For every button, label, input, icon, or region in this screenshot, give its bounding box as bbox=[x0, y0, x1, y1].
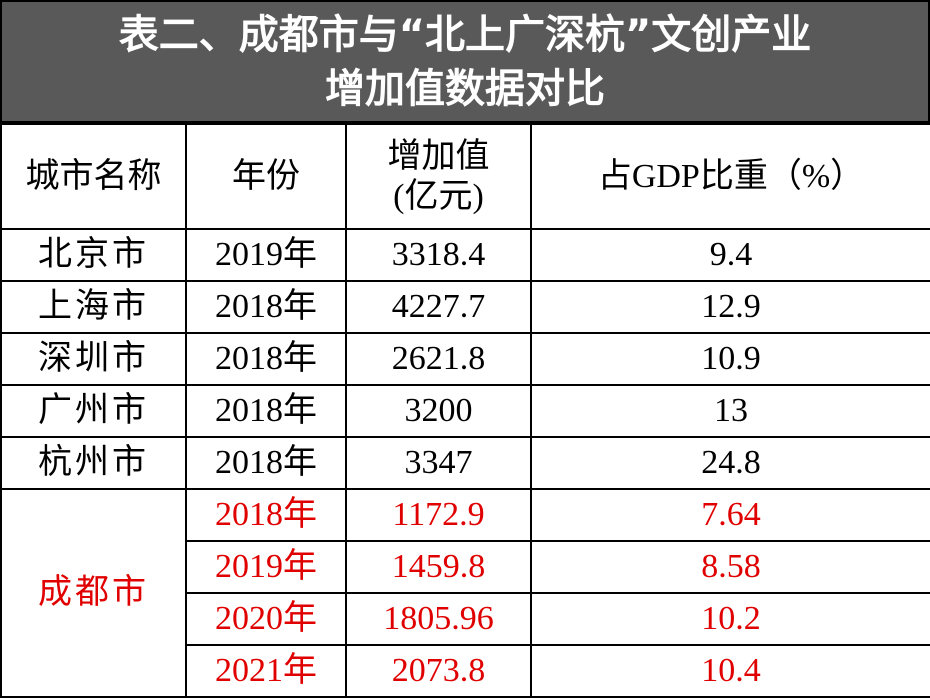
title-band: 表二、成都市与“北上广深杭”文创产业 增加值数据对比 bbox=[0, 0, 930, 123]
cell: 3318.4 bbox=[345, 228, 532, 282]
data-row: 广州市 2018年 3200 13 bbox=[0, 384, 930, 438]
column-header: 年份 bbox=[185, 123, 347, 230]
highlight-cell: 2018年 bbox=[185, 488, 347, 542]
cell: 杭州市 bbox=[0, 436, 187, 490]
cell: 2018年 bbox=[185, 436, 347, 490]
data-row: 深圳市 2018年 2621.8 10.9 bbox=[0, 332, 930, 386]
data-row: 上海市 2018年 4227.7 12.9 bbox=[0, 280, 930, 334]
cell: 2621.8 bbox=[345, 332, 532, 386]
header-text: 年份 bbox=[232, 157, 300, 195]
title-line: 表二、成都市与“北上广深杭”文创产业 bbox=[118, 11, 812, 58]
highlight-cell: 2073.8 bbox=[345, 644, 532, 698]
highlight-cell: 7.64 bbox=[530, 488, 930, 542]
header-text: 占GDP比重（%） bbox=[597, 157, 865, 195]
cell: 13 bbox=[530, 384, 930, 438]
highlight-cell: 2020年 bbox=[185, 592, 347, 646]
header-text: (亿元) bbox=[393, 177, 484, 215]
cell: 上海市 bbox=[0, 280, 187, 334]
highlight-cell: 10.2 bbox=[530, 592, 930, 646]
highlight-row: 2020年 1805.96 10.2 bbox=[1, 592, 930, 646]
column-header: 占GDP比重（%） bbox=[530, 123, 930, 230]
cell: 2018年 bbox=[185, 384, 347, 438]
cell: 12.9 bbox=[530, 280, 930, 334]
cell: 2018年 bbox=[185, 332, 347, 386]
highlight-row: 2021年 2073.8 10.4 bbox=[1, 644, 930, 698]
cell: 4227.7 bbox=[345, 280, 532, 334]
highlight-cell: 1172.9 bbox=[345, 488, 532, 542]
header-text: 城市名称 bbox=[25, 157, 162, 195]
cell: 2018年 bbox=[185, 280, 347, 334]
highlight-cell: 2019年 bbox=[185, 540, 347, 594]
highlight-cell: 8.58 bbox=[530, 540, 930, 594]
cell: 24.8 bbox=[530, 436, 930, 490]
cell: 深圳市 bbox=[0, 332, 187, 386]
highlight-row: 2019年 1459.8 8.58 bbox=[1, 540, 930, 594]
cell: 广州市 bbox=[0, 384, 187, 438]
cell: 3347 bbox=[345, 436, 532, 490]
title-line: 增加值数据对比 bbox=[325, 65, 605, 112]
header-row: 城市名称 年份 增加值 (亿元) 占GDP比重（%） bbox=[0, 123, 930, 230]
highlight-cell: 10.4 bbox=[530, 644, 930, 698]
cell: 9.4 bbox=[530, 228, 930, 282]
header-text: 增加值 bbox=[387, 137, 490, 175]
data-table: 城市名称 年份 增加值 (亿元) 占GDP比重（%） 北京市 2019年 3318.4 9.4 上… bbox=[0, 123, 930, 698]
highlight-cell: 2021年 bbox=[185, 644, 347, 698]
highlight-city: 成都市 bbox=[0, 488, 187, 698]
data-row: 杭州市 2018年 3347 24.8 bbox=[0, 436, 930, 490]
cell: 10.9 bbox=[530, 332, 930, 386]
highlight-cell: 1805.96 bbox=[345, 592, 532, 646]
cell: 3200 bbox=[345, 384, 532, 438]
highlight-cell: 1459.8 bbox=[345, 540, 532, 594]
data-row: 北京市 2019年 3318.4 9.4 bbox=[0, 228, 930, 282]
column-header: 增加值 (亿元) bbox=[345, 123, 532, 230]
highlight-row: 成都市 2018年 1172.9 7.64 bbox=[0, 488, 930, 698]
cell: 北京市 bbox=[0, 228, 187, 282]
cell: 2019年 bbox=[185, 228, 347, 282]
column-header: 城市名称 bbox=[0, 123, 187, 230]
